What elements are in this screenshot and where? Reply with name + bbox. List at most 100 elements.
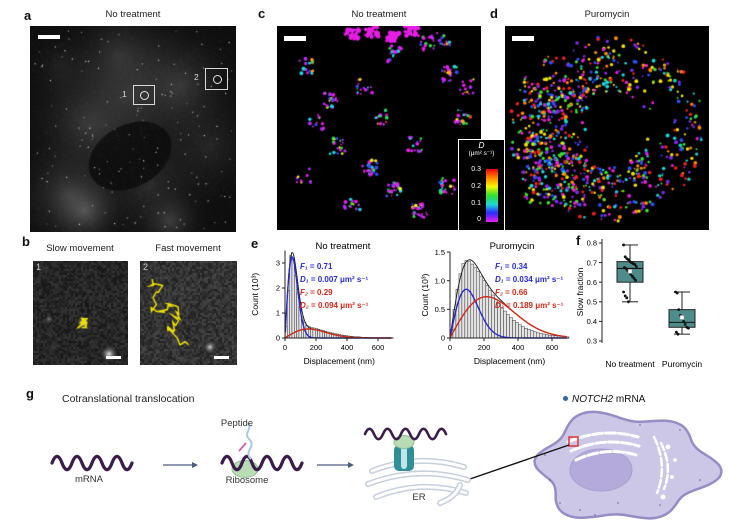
- x-tick-label: 0: [448, 343, 452, 352]
- boxplot-slow-fraction: 0.3 0.4 0.5 0.6 0.7 0.8 No treatment Puromycin S…: [575, 239, 702, 369]
- scale-bar: [38, 35, 60, 39]
- er-tubule: [659, 441, 670, 491]
- fit-annotation: D₁ = 0.034 μm² s⁻¹: [495, 275, 564, 284]
- data-point: [632, 276, 636, 280]
- er-tubule: [566, 431, 640, 444]
- y-tick-label: 0.7: [587, 258, 597, 267]
- roi-box-2: [205, 68, 228, 90]
- panel-d-label: d: [490, 6, 498, 21]
- x-tick-label: 600: [546, 343, 559, 352]
- y-axis-label: Count (10³): [250, 273, 260, 316]
- y-tick-label: 1: [276, 309, 280, 318]
- track-image-number-1: 1: [36, 262, 42, 272]
- panel-a-label: a: [24, 8, 32, 23]
- roi-circle-icon: [140, 91, 149, 100]
- peptide-shape: [246, 422, 253, 460]
- microscopy-image-no-treatment: [30, 26, 236, 232]
- panel-f-label: f: [576, 233, 581, 248]
- y-tick-label: 0.6: [587, 278, 597, 287]
- track-image-fast: [140, 261, 237, 365]
- scale-bar: [284, 36, 306, 41]
- x-tick-label: 200: [310, 343, 323, 352]
- data-point: [676, 332, 680, 336]
- panel-c-label: c: [258, 6, 266, 21]
- bars: [449, 260, 570, 339]
- y-tick-label: 3: [276, 259, 280, 268]
- mrna-wave: [220, 454, 304, 472]
- colorbar-title: D: [478, 140, 485, 150]
- mrna-label: mRNA: [75, 474, 103, 485]
- data-point: [631, 274, 634, 278]
- data-point: [687, 326, 690, 330]
- callout-line: [466, 444, 570, 481]
- roi-number-1: 1: [122, 89, 127, 99]
- y-tick-label: 1.5: [435, 248, 445, 257]
- y-axis-label: Slow fraction: [575, 267, 585, 316]
- ribosome-label: Ribosome: [225, 475, 269, 486]
- x-tick-label: 0: [283, 343, 287, 352]
- y-tick-label: 0.3: [587, 337, 597, 346]
- fit-annotation: D₂ = 0.094 μm² s⁻¹: [300, 301, 369, 310]
- legend-gene: NOTCH2: [572, 394, 614, 405]
- chart-title: No treatment: [316, 241, 371, 252]
- roi-box-1: [133, 85, 155, 105]
- nucleus: [569, 448, 633, 492]
- x-tick-label: 600: [372, 343, 385, 352]
- mrna-wave: [50, 454, 134, 472]
- x-tick-label: 400: [512, 343, 525, 352]
- data-point: [677, 308, 681, 312]
- colorbar-gradient: [486, 169, 498, 222]
- y-tick-label: 0.5: [587, 298, 597, 307]
- data-point: [675, 291, 679, 295]
- track-image-slow: [33, 261, 128, 365]
- panel-e-label: e: [251, 236, 259, 251]
- mrna-wave: [363, 427, 448, 441]
- y-tick-label: 0.8: [587, 239, 597, 248]
- x-tick-label: 200: [478, 343, 491, 352]
- fit-annotation: F₂ = 0.29: [300, 288, 333, 297]
- peptide-label: Peptide: [220, 418, 254, 429]
- fit-annotation: D₂ = 0.189 μm² s⁻¹: [495, 301, 564, 310]
- y-tick-label: 0: [276, 334, 280, 343]
- colorbar-tick: 0.1: [471, 200, 481, 207]
- data-point: [623, 294, 627, 298]
- colorbar-tick: 0: [477, 216, 481, 223]
- fit-annotation: F₁ = 0.71: [300, 262, 333, 271]
- fit-curve-fast: [449, 296, 567, 338]
- y-tick-label: 0.5: [435, 305, 445, 314]
- scale-bar: [512, 36, 534, 41]
- colorbar: D (μm² s⁻¹) 0.3 0.2 0.1 0: [458, 139, 505, 231]
- y-tick-label: 2: [276, 284, 280, 293]
- data-point: [627, 258, 630, 262]
- data-point: [622, 243, 625, 247]
- er-tubule: [652, 435, 663, 495]
- scale-bar: [106, 356, 121, 359]
- panel-a-title: No treatment: [105, 9, 161, 20]
- data-point: [625, 296, 629, 300]
- roi-circle-icon: [213, 75, 222, 84]
- er-tubule: [569, 440, 641, 453]
- panel-d-title: Puromycin: [584, 9, 630, 20]
- mrna-dot-icon: [563, 396, 568, 401]
- panel-c-title: No treatment: [351, 9, 407, 20]
- chart-title: Puromycin: [490, 241, 535, 252]
- signal-peptide: [238, 442, 247, 452]
- y-axis-label: Count (10³): [420, 273, 430, 316]
- data-point: [627, 300, 630, 304]
- panel-b-title-slow: Slow movement: [46, 243, 114, 254]
- data-point: [634, 278, 637, 282]
- diffusion-map-puromycin: [505, 26, 709, 230]
- panel-b-title-fast: Fast movement: [155, 243, 221, 254]
- notch2-mrna-legend: NOTCH2 mRNA: [563, 394, 645, 405]
- y-tick-label: 0.4: [587, 317, 597, 326]
- schematic-art: [50, 410, 723, 520]
- fit-annotation: D₁ = 0.007 μm² s⁻¹: [300, 275, 369, 284]
- mean-marker: [679, 315, 685, 320]
- diffusion-map-no-treatment: [277, 26, 481, 230]
- data-point: [635, 265, 638, 268]
- panel-g-label: g: [26, 386, 34, 401]
- histogram-no-treatment: 0 1 2 3 0 200 400 600 No treatment Displacement (…: [250, 241, 394, 366]
- fit-annotation: F₂ = 0.66: [495, 288, 528, 297]
- colorbar-tick: 0.3: [471, 166, 481, 173]
- y-tick-label: 0: [441, 334, 445, 343]
